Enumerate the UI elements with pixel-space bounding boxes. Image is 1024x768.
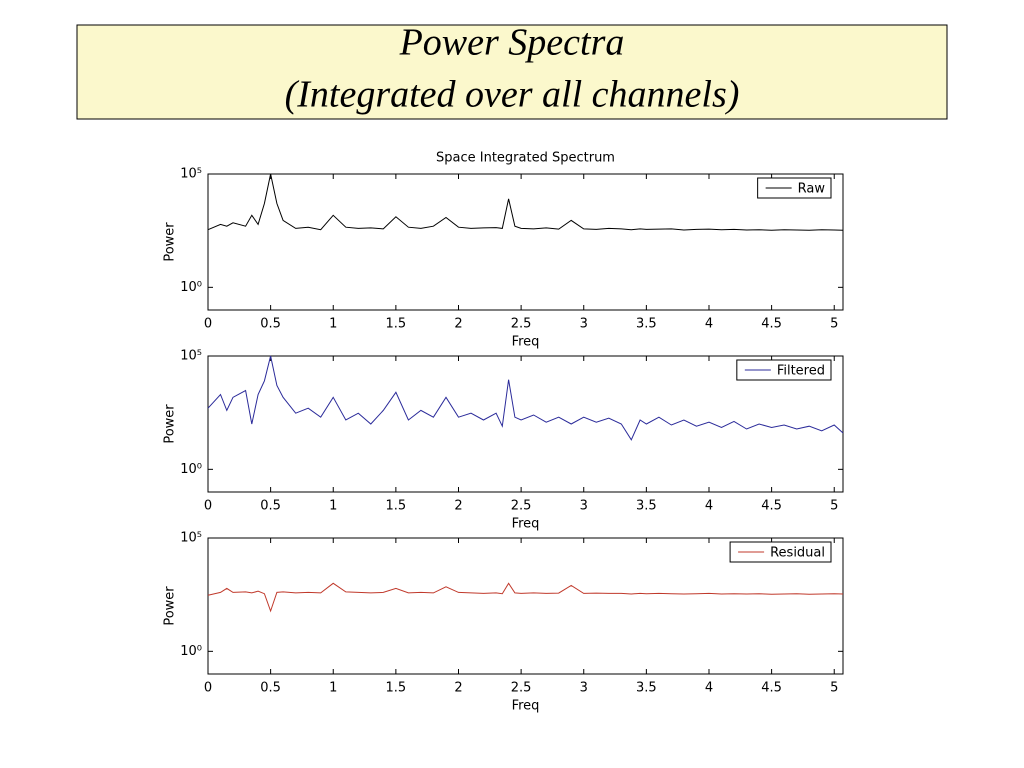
y-tick-label: 10⁰	[180, 644, 202, 659]
title-box	[76, 24, 948, 120]
x-tick-label: 5	[830, 681, 838, 696]
x-tick-label: 2	[454, 499, 462, 514]
x-tick-label: 0	[204, 681, 212, 696]
x-axis-label: Freq	[512, 699, 540, 714]
x-tick-label: 4	[705, 317, 713, 332]
x-tick-label: 5	[830, 499, 838, 514]
data-line	[207, 582, 844, 613]
y-tick-label: 10⁵	[180, 531, 202, 546]
data-line	[207, 355, 844, 441]
y-axis-label: Power	[163, 222, 178, 262]
x-tick-label: 0	[204, 317, 212, 332]
data-line	[207, 173, 844, 231]
x-tick-label: 0.5	[260, 317, 281, 332]
x-tick-label: 3.5	[636, 317, 657, 332]
x-tick-label: 1.5	[386, 681, 407, 696]
x-tick-label: 3.5	[636, 681, 657, 696]
x-tick-label: 0.5	[260, 499, 281, 514]
x-tick-label: 1.5	[386, 317, 407, 332]
x-tick-label: 2.5	[511, 499, 532, 514]
x-tick-label: 1	[329, 499, 337, 514]
x-tick-label: 4	[705, 681, 713, 696]
x-tick-label: 0.5	[260, 681, 281, 696]
legend-label: Filtered	[777, 364, 825, 379]
y-axis-label: Power	[163, 404, 178, 444]
y-axis-label: Power	[163, 586, 178, 626]
slide-title: Power Spectra	[399, 22, 625, 64]
x-tick-label: 0	[204, 499, 212, 514]
x-tick-label: 3	[580, 499, 588, 514]
x-tick-label: 2.5	[511, 317, 532, 332]
y-tick-label: 10⁵	[180, 349, 202, 364]
x-tick-label: 1	[329, 681, 337, 696]
legend-label: Raw	[798, 182, 826, 197]
legend-label: Residual	[770, 546, 825, 561]
x-tick-label: 4.5	[761, 499, 782, 514]
legend-box	[757, 177, 832, 199]
chart-title: Space Integrated Spectrum	[436, 151, 615, 166]
x-tick-label: 4	[705, 499, 713, 514]
legend-box	[729, 541, 832, 563]
x-tick-label: 1.5	[386, 499, 407, 514]
x-tick-label: 3	[580, 317, 588, 332]
legend-box	[736, 359, 832, 381]
x-tick-label: 3.5	[636, 499, 657, 514]
plot-area	[207, 173, 844, 311]
x-tick-label: 3	[580, 681, 588, 696]
y-tick-label: 10⁵	[180, 167, 202, 182]
x-axis-label: Freq	[512, 335, 540, 350]
x-tick-label: 4.5	[761, 317, 782, 332]
y-tick-label: 10⁰	[180, 462, 202, 477]
y-tick-label: 10⁰	[180, 280, 202, 295]
x-tick-label: 2	[454, 681, 462, 696]
x-tick-label: 4.5	[761, 681, 782, 696]
x-tick-label: 1	[329, 317, 337, 332]
slide-subtitle: (Integrated over all channels)	[285, 74, 740, 116]
x-tick-label: 2	[454, 317, 462, 332]
x-tick-label: 5	[830, 317, 838, 332]
x-axis-label: Freq	[512, 517, 540, 532]
x-tick-label: 2.5	[511, 681, 532, 696]
